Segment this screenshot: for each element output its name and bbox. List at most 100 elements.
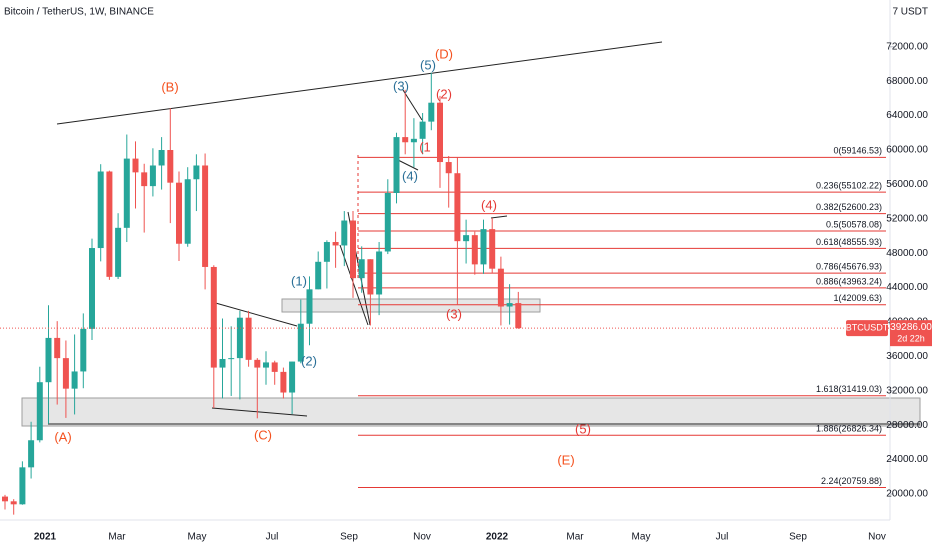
fib-label: 0.382(52600.23) [816,202,882,212]
candle-body [376,251,383,295]
candle-body [410,138,417,143]
fib-label: 2.24(20759.88) [821,476,882,486]
trend-line [490,215,508,219]
candle-body [437,102,443,163]
candle-body [263,362,269,368]
support-zone [21,397,921,427]
candle-body [315,261,322,290]
wave-label: (1 [419,139,431,154]
fib-label: 0.786(45676.93) [816,262,882,272]
candle-body [158,150,165,166]
wave-label: (D) [435,46,453,61]
y-tick-label: 52000.00 [886,213,928,224]
candle-body [219,358,226,368]
wave-label: (5) [420,57,436,72]
candle-body [71,371,78,389]
x-tick-label: Sep [340,532,358,543]
candle-body [19,467,26,505]
candle-body [480,229,487,265]
candle-body [80,328,87,372]
candle-body [210,266,217,368]
currency-label: 7 USDT [892,7,928,18]
fib-label: 0.618(48555.93) [816,237,882,247]
y-tick-label: 28000.00 [886,420,928,431]
candle-body [167,150,174,183]
wave-label: (1) [291,273,307,288]
resistance-zone [281,298,541,313]
fib-label: 1.886(26826.34) [816,424,882,434]
candle-body [393,137,400,194]
candle-body [193,165,200,180]
candle-body [254,359,261,368]
candle-body [89,248,95,329]
candle-body [115,227,122,277]
y-tick-label: 32000.00 [886,385,928,396]
fib-label: 0.236(55102.22) [816,180,882,190]
candle-body [245,317,252,360]
fib-label: 0.5(50578.08) [826,219,882,229]
fib-label: 1(42009.63) [833,293,882,303]
candle-body [384,193,391,252]
candle-body [323,242,330,262]
candle-body [106,171,113,277]
trend-line [211,407,308,417]
candle-body [402,137,409,143]
price-badge [890,320,932,347]
candle-body [149,165,156,187]
candle-body [350,220,356,279]
candle-body [497,268,504,307]
y-tick-label: 64000.00 [886,110,928,121]
y-tick-label: 48000.00 [886,248,928,259]
candle-body [297,323,304,362]
candle-body [358,259,365,279]
wave-label: (2) [301,353,317,368]
trend-line [397,159,419,171]
symbol-badge [846,320,888,337]
x-tick-label: May [188,532,207,543]
candle-body [54,337,61,359]
candle-body [332,242,339,246]
wave-label: (5) [575,421,591,436]
candle-body [419,121,426,139]
candle-body [454,173,461,242]
candle-body [280,371,287,393]
candle-body [471,235,478,265]
wave-label: (C) [254,427,272,442]
wave-label: (3) [446,306,462,321]
trend-line [56,41,663,125]
x-tick-label: Jul [266,532,279,543]
y-tick-label: 36000.00 [886,351,928,362]
candle-body [506,303,513,307]
wave-label: (2) [436,86,452,101]
wave-label: (4) [402,168,418,183]
wave-label: (E) [557,452,574,467]
candle-body [236,317,243,359]
trend-line [211,301,298,327]
candle-body [428,102,435,122]
candle-body [10,501,17,505]
candle-body [289,361,296,393]
candle-body [367,259,374,295]
y-tick-label: 44000.00 [886,282,928,293]
x-tick-label: Mar [566,532,584,543]
fib-label: 0.886(43963.24) [816,276,882,286]
candle-body [97,171,104,249]
candle-body [36,382,43,441]
candle-body [132,158,139,173]
wave-label: (B) [161,79,178,94]
candle-body [2,496,8,502]
y-tick-label: 56000.00 [886,179,928,190]
candle-body [45,337,52,383]
candle-body [184,179,191,244]
x-tick-label: May [632,532,651,543]
candle-body [28,440,35,468]
y-tick-label: 60000.00 [886,145,928,156]
countdown-label: 2d 22h [897,334,925,344]
symbol-label: BTCUSDT [846,323,889,333]
candle-body [306,289,313,324]
candle-body [141,172,148,187]
candle-body [271,362,278,372]
chart-title: Bitcoin / TetherUS, 1W, BINANCE [4,7,154,18]
